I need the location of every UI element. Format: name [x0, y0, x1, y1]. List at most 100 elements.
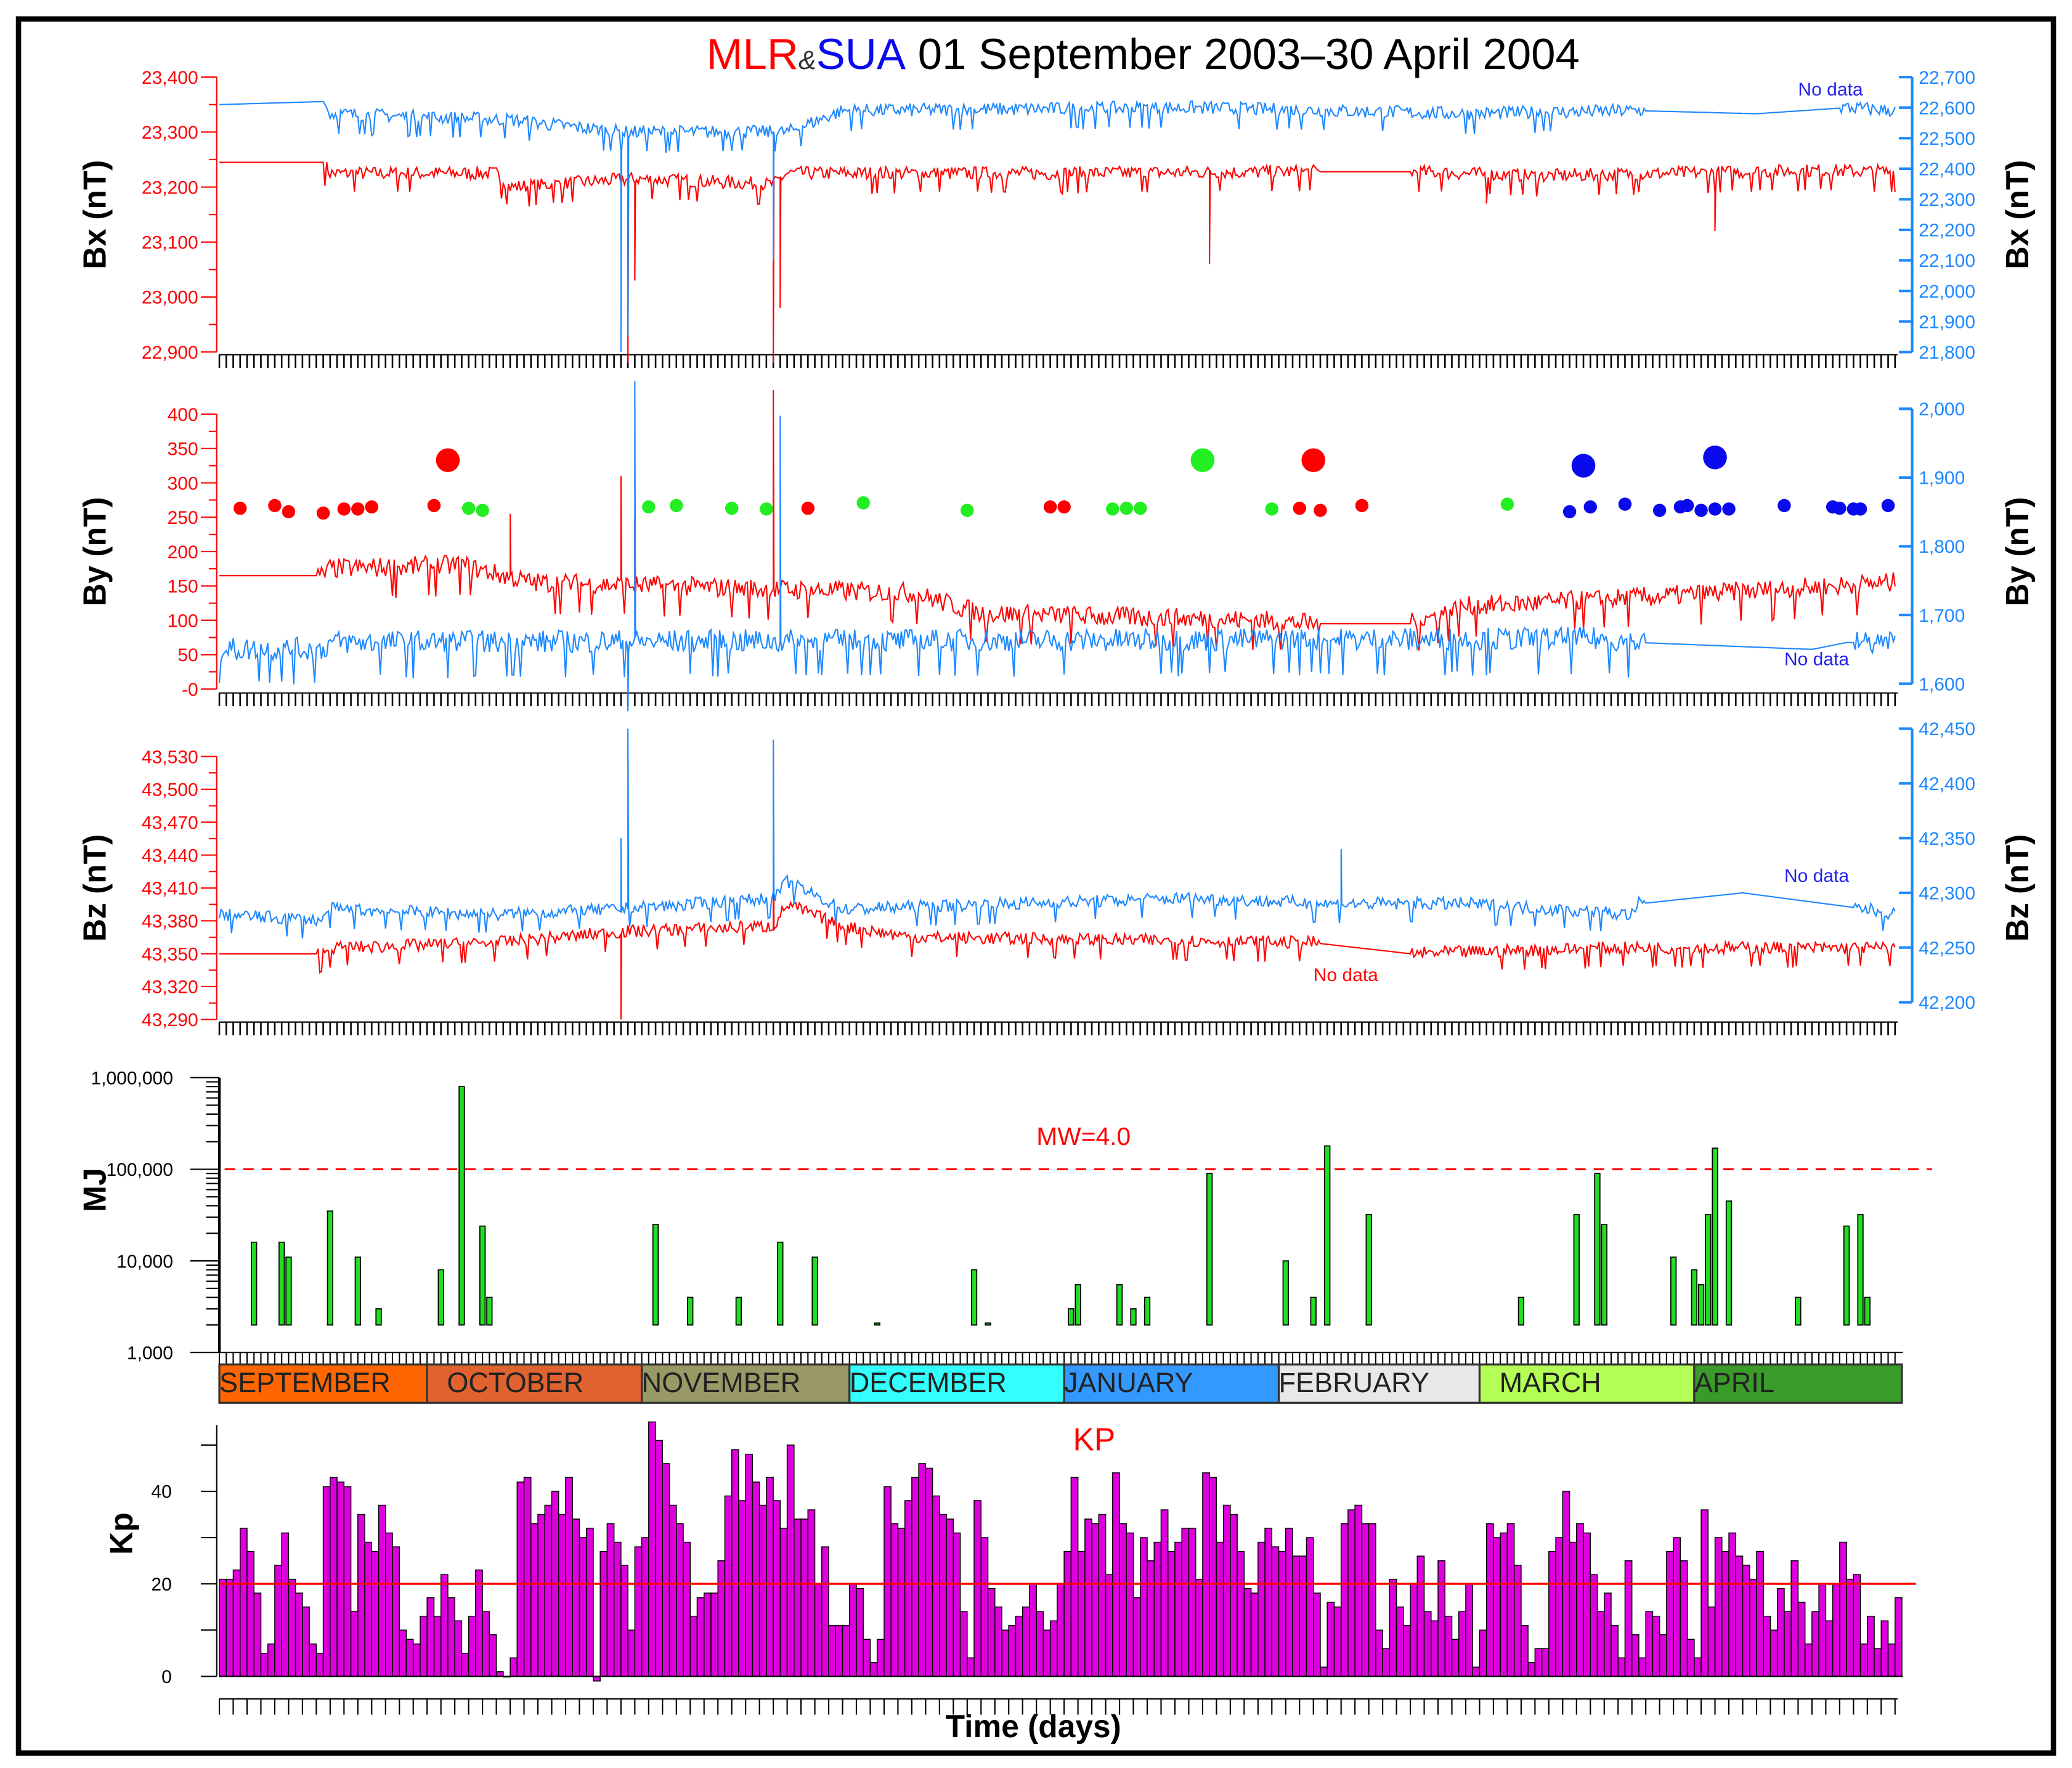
- kp-bar: [219, 1578, 227, 1677]
- energy-bar: [1365, 1214, 1372, 1326]
- kp-bar: [1846, 1578, 1855, 1677]
- kp-bar: [1396, 1606, 1404, 1677]
- kp-bar: [1188, 1528, 1196, 1677]
- bz-right-tick-label: 42,400: [1919, 774, 1975, 794]
- kp-bar: [1084, 1518, 1092, 1677]
- kp-bar: [1611, 1624, 1619, 1677]
- kp-bar: [544, 1504, 553, 1677]
- bz-right-tick-label: 42,300: [1919, 884, 1975, 904]
- energy-bar: [1573, 1214, 1580, 1326]
- by-left-tick-label: 100: [168, 611, 198, 631]
- kp-bar: [1680, 1560, 1688, 1677]
- kp-bar: [1222, 1504, 1231, 1677]
- earthquake-event-marker: [856, 496, 870, 510]
- kp-bar: [1153, 1541, 1162, 1677]
- kp-bar: [1652, 1615, 1660, 1677]
- month-label: OCTOBER: [447, 1367, 583, 1398]
- kp-bar: [1403, 1624, 1411, 1677]
- earthquake-event-marker: [1722, 502, 1736, 516]
- energy-bar: [652, 1224, 659, 1326]
- kp-bar: [565, 1477, 573, 1677]
- kp-bar: [412, 1643, 421, 1677]
- kp-bar: [489, 1634, 497, 1677]
- energy-bar: [1843, 1225, 1850, 1326]
- kp-bar: [357, 1513, 365, 1677]
- kp-bar: [1853, 1574, 1861, 1677]
- kp-bar: [1638, 1657, 1646, 1677]
- kp-bar: [1112, 1472, 1120, 1677]
- kp-bar: [1756, 1550, 1764, 1677]
- kp-bar: [468, 1615, 476, 1677]
- kp-bar: [676, 1523, 684, 1677]
- kp-bar: [662, 1463, 670, 1677]
- bx-left-tick-label: 23,200: [142, 177, 198, 198]
- kp-bar: [1742, 1565, 1750, 1677]
- earthquake-event-marker: [1583, 500, 1597, 514]
- earthquake-event-marker: [461, 502, 476, 515]
- time-axis-label: Time (days): [946, 1708, 1121, 1744]
- kp-bar: [1686, 1639, 1695, 1677]
- month-label: JANUARY: [1064, 1367, 1193, 1398]
- kp-bar: [1333, 1606, 1342, 1677]
- kp-bar: [1063, 1550, 1072, 1677]
- by-right-tick-label: 1,600: [1919, 674, 1965, 695]
- kp-bar: [835, 1624, 843, 1677]
- kp-bar: [1008, 1624, 1017, 1677]
- kp-bar: [959, 1611, 968, 1677]
- bz-left-tick-label: 43,320: [142, 977, 198, 998]
- kp-bar: [1735, 1555, 1744, 1677]
- kp-bar: [987, 1587, 996, 1677]
- energy-bar: [1725, 1200, 1733, 1326]
- kp-bar: [807, 1509, 816, 1677]
- kp-bar: [683, 1541, 691, 1677]
- kp-bar: [655, 1440, 664, 1677]
- kp-bar: [620, 1565, 628, 1677]
- energy-bar: [458, 1086, 465, 1326]
- energy-bar: [1206, 1173, 1213, 1326]
- kp-bar: [1513, 1565, 1522, 1677]
- month-band-january: [1063, 1363, 1280, 1404]
- energy-bar: [1144, 1297, 1151, 1326]
- kp-bar: [1167, 1550, 1176, 1677]
- kp-bar: [1458, 1611, 1466, 1677]
- bz-series-mlr: [219, 756, 1896, 1020]
- kp-bar: [1292, 1555, 1301, 1677]
- earthquake-event-marker: [1293, 502, 1306, 515]
- kp-bar: [703, 1592, 712, 1677]
- kp-bar: [585, 1528, 594, 1677]
- month-label: NOVEMBER: [642, 1367, 801, 1398]
- energy-bar: [1691, 1269, 1698, 1326]
- kp-bar: [939, 1513, 947, 1677]
- kp-bar: [1077, 1550, 1086, 1677]
- kp-bar: [1548, 1550, 1556, 1677]
- kp-bar: [1887, 1643, 1896, 1677]
- kp-bar: [1832, 1583, 1840, 1677]
- kp-bar: [1569, 1541, 1577, 1677]
- earthquake-event-marker: [1314, 503, 1327, 517]
- kp-bar: [821, 1546, 829, 1677]
- kp-bar: [454, 1620, 463, 1677]
- earthquake-event-marker: [642, 500, 656, 514]
- by-right-tick-label: 2,000: [1919, 399, 1965, 420]
- kp-bar: [1098, 1513, 1107, 1677]
- by-right-tick-label: 1,700: [1919, 606, 1965, 626]
- kp-bar: [1485, 1523, 1494, 1677]
- by-right-axis-label: By (nT): [1999, 497, 2035, 606]
- by-no-data-label: No data: [1784, 649, 1849, 669]
- kp-bar: [758, 1504, 767, 1677]
- kp-bar: [1707, 1606, 1716, 1677]
- energy-bar: [687, 1297, 694, 1326]
- kp-bar: [973, 1500, 982, 1677]
- kp-tick-label: 20: [151, 1574, 171, 1595]
- kp-bar: [253, 1592, 262, 1677]
- by-series-sua: [218, 381, 1896, 712]
- figure-frame: [15, 16, 2057, 1756]
- bx-right-axis-label: Bx (nT): [1999, 160, 2035, 269]
- bx-series-mlr: [219, 161, 1896, 364]
- kp-bar: [1479, 1629, 1487, 1677]
- kp-bar: [842, 1624, 850, 1677]
- kp-bar: [1001, 1629, 1009, 1677]
- kp-bar: [1769, 1629, 1778, 1677]
- kp-bar: [946, 1518, 954, 1677]
- bx-left-axis-label: Bx (nT): [77, 160, 113, 269]
